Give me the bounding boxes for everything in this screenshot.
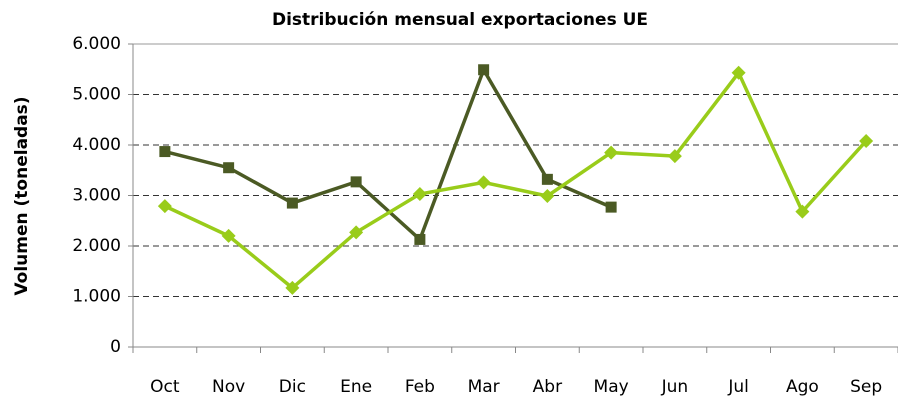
- y-tick-label: 3.000: [72, 186, 121, 206]
- marker: [286, 197, 298, 209]
- x-tick-label: Ene: [340, 377, 372, 397]
- marker: [541, 173, 553, 185]
- y-tick-label: 2.000: [72, 236, 121, 256]
- series-line: [164, 65, 612, 243]
- x-tick-label: Abr: [533, 377, 562, 397]
- marker: [478, 64, 490, 76]
- marker: [350, 176, 362, 188]
- x-tick-label: Ago: [786, 377, 819, 397]
- marker: [223, 162, 235, 174]
- x-tick-label: Jun: [661, 377, 689, 397]
- x-tick-label: May: [594, 377, 629, 397]
- y-tick-label: 5.000: [72, 85, 121, 105]
- marker: [285, 280, 300, 295]
- marker: [349, 225, 364, 240]
- series-line: [164, 69, 868, 291]
- marker: [159, 146, 171, 158]
- x-tick-label: Jul: [727, 377, 749, 397]
- y-axis-label: Volumen (toneladas): [12, 96, 32, 295]
- x-tick-label: Feb: [405, 377, 435, 397]
- y-tick-label: 1.000: [72, 287, 121, 307]
- marker: [667, 149, 682, 164]
- chart-title: Distribución mensual exportaciones UE: [272, 10, 648, 30]
- marker: [540, 189, 555, 204]
- marker: [731, 65, 746, 80]
- y-tick-label: 6.000: [72, 34, 121, 54]
- marker: [604, 145, 619, 160]
- marker: [221, 228, 236, 243]
- x-tick-label: Sep: [850, 377, 882, 397]
- marker: [412, 186, 427, 201]
- x-tick-label: Dic: [279, 377, 306, 397]
- y-tick-label: 4.000: [72, 135, 121, 155]
- x-tick-label: Nov: [212, 377, 245, 397]
- marker: [605, 201, 617, 213]
- marker: [414, 233, 426, 245]
- marker: [795, 204, 810, 219]
- x-tick-label: Oct: [150, 377, 180, 397]
- marker: [476, 175, 491, 190]
- x-tick-label: Mar: [468, 377, 500, 397]
- y-tick-label: 0: [110, 337, 121, 357]
- marker: [859, 133, 874, 148]
- marker: [157, 199, 172, 214]
